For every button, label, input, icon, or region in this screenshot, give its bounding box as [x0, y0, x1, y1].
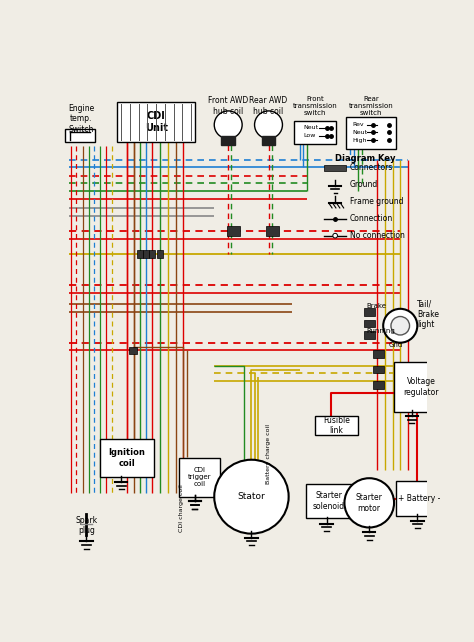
- Bar: [346, 117, 396, 150]
- Bar: [364, 320, 374, 327]
- Text: Brake: Brake: [366, 304, 386, 309]
- Bar: [65, 130, 95, 142]
- Bar: [294, 121, 336, 144]
- Text: Battery charge coil: Battery charge coil: [266, 424, 271, 484]
- Bar: [221, 135, 235, 145]
- Bar: [137, 250, 143, 258]
- Bar: [373, 381, 384, 389]
- Text: Connection: Connection: [350, 214, 393, 223]
- Text: Starter
solenoid: Starter solenoid: [313, 491, 345, 510]
- Circle shape: [345, 478, 394, 528]
- Text: High: High: [352, 137, 367, 143]
- Bar: [373, 366, 384, 374]
- Circle shape: [333, 233, 337, 238]
- Bar: [364, 331, 374, 339]
- Text: Fusible
link: Fusible link: [323, 416, 350, 435]
- Text: No connection: No connection: [350, 231, 405, 240]
- Text: Rear AWD
hub coil: Rear AWD hub coil: [249, 96, 288, 116]
- Text: Connectors: Connectors: [350, 164, 393, 173]
- Bar: [157, 250, 163, 258]
- Bar: [228, 227, 240, 236]
- Text: + Battery -: + Battery -: [399, 494, 441, 503]
- Bar: [396, 482, 443, 516]
- Bar: [118, 101, 195, 143]
- Circle shape: [383, 309, 417, 343]
- Text: Low: Low: [303, 133, 316, 138]
- Text: Front
transmission
switch: Front transmission switch: [292, 96, 337, 116]
- Text: Starter
motor: Starter motor: [356, 493, 383, 512]
- Text: CDI
trigger
coil: CDI trigger coil: [188, 467, 211, 487]
- Text: Rev: Rev: [352, 122, 364, 127]
- Bar: [129, 347, 137, 354]
- Bar: [262, 135, 275, 145]
- Bar: [266, 227, 279, 236]
- Text: Gnd: Gnd: [389, 342, 403, 348]
- Text: Front AWD
hub coil: Front AWD hub coil: [208, 96, 248, 116]
- Bar: [149, 250, 155, 258]
- Text: Tail/
Brake
light: Tail/ Brake light: [417, 299, 439, 329]
- Circle shape: [255, 111, 283, 139]
- Text: CDI charge coil: CDI charge coil: [179, 484, 184, 532]
- Text: CDI
Unit: CDI Unit: [145, 111, 168, 133]
- Text: Engine
temp.
Switch: Engine temp. Switch: [68, 104, 94, 134]
- Text: Ground: Ground: [350, 180, 378, 189]
- Text: Voltage
regulator: Voltage regulator: [403, 377, 439, 397]
- Circle shape: [214, 111, 242, 139]
- Circle shape: [214, 460, 289, 534]
- Bar: [373, 351, 384, 358]
- Bar: [100, 439, 154, 478]
- Bar: [394, 362, 448, 412]
- Text: Neut: Neut: [352, 130, 367, 135]
- Bar: [306, 483, 352, 518]
- Bar: [143, 250, 149, 258]
- Text: Running: Running: [366, 328, 395, 334]
- Text: Spark
plug: Spark plug: [75, 516, 98, 535]
- Text: Diagram Key: Diagram Key: [335, 154, 396, 163]
- Text: Rear
transmission
switch: Rear transmission switch: [348, 96, 393, 116]
- Bar: [315, 416, 357, 435]
- Text: Ignition
coil: Ignition coil: [108, 449, 145, 468]
- Text: Neut: Neut: [303, 125, 319, 130]
- Circle shape: [391, 317, 410, 335]
- Text: Stator: Stator: [237, 492, 265, 501]
- Bar: [364, 308, 374, 316]
- Bar: [324, 165, 346, 171]
- Bar: [179, 458, 219, 497]
- Text: Frame ground: Frame ground: [350, 197, 403, 206]
